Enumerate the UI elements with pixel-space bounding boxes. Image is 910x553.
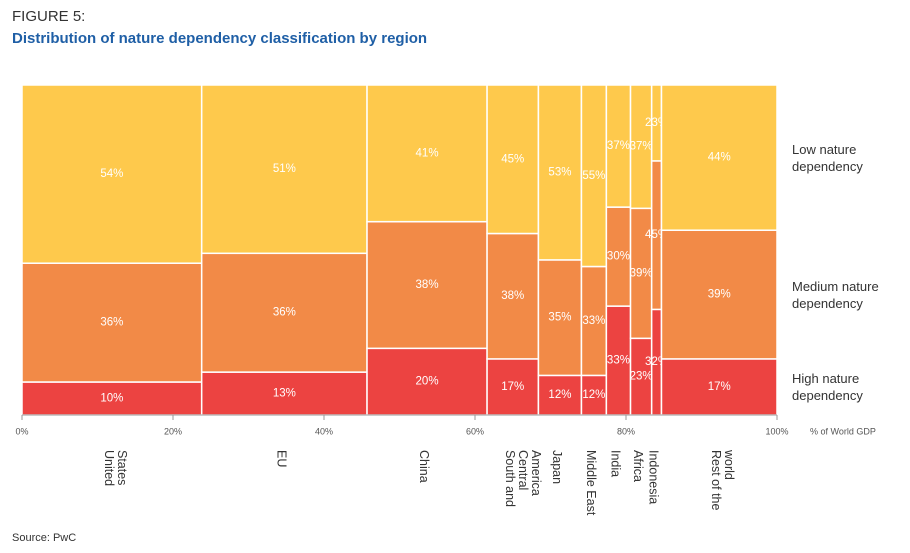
x-tick-label: 40%: [315, 426, 333, 436]
data-label: 33%: [607, 355, 630, 367]
x-category-label: India: [608, 450, 623, 478]
data-label: 37%: [607, 140, 630, 152]
legend-entry: High nature dependency: [792, 370, 863, 403]
data-label: 17%: [501, 381, 524, 393]
x-category-label: EU: [274, 450, 289, 468]
data-label: 30%: [607, 251, 630, 263]
x-tick-label: 100%: [765, 426, 788, 436]
data-label: 45%: [501, 153, 524, 165]
segment: [366, 220, 488, 350]
data-label: 17%: [708, 381, 731, 393]
segment: [366, 84, 488, 223]
data-label: 51%: [273, 163, 296, 175]
segment: [660, 84, 778, 231]
data-label: 44%: [708, 152, 731, 164]
segment: [605, 206, 632, 307]
data-label: 55%: [582, 170, 605, 182]
x-category-label: South and Central America: [502, 450, 543, 507]
segment: [605, 305, 632, 416]
data-label: 54%: [100, 168, 123, 180]
data-label: 33%: [582, 315, 605, 327]
data-label: 38%: [501, 290, 524, 302]
data-label: 36%: [273, 307, 296, 319]
x-tick-label: 80%: [617, 426, 635, 436]
data-label: 37%: [630, 141, 653, 153]
data-label: 39%: [630, 267, 653, 279]
data-label: 53%: [548, 166, 571, 178]
data-label: 41%: [416, 147, 439, 159]
legend-entry: Low nature dependency: [792, 141, 863, 174]
chart-title: FIGURE 5:: [12, 8, 85, 25]
segment: [486, 358, 540, 416]
segment: [660, 358, 778, 416]
data-label: 12%: [582, 389, 605, 401]
data-label: 23%: [630, 371, 653, 383]
segment: [21, 381, 203, 416]
data-label: 12%: [548, 389, 571, 401]
chart-subtitle: Distribution of nature dependency classi…: [12, 30, 427, 47]
x-category-label: Middle East: [583, 450, 598, 516]
segment: [200, 84, 368, 255]
data-label: 13%: [273, 388, 296, 400]
data-label: 35%: [548, 312, 571, 324]
x-category-label: Rest of the world: [709, 450, 737, 511]
segment: [605, 84, 632, 208]
x-category-label: Africa: [631, 450, 646, 482]
data-label: 36%: [100, 317, 123, 329]
data-label: 38%: [416, 279, 439, 291]
x-axis-label: % of World GDP: [810, 426, 876, 436]
segment: [660, 229, 778, 360]
x-category-label: China: [417, 450, 432, 483]
data-label: 39%: [708, 289, 731, 301]
x-category-label: United States: [101, 450, 129, 487]
segment: [21, 84, 203, 264]
segment: [580, 265, 608, 377]
segment: [486, 84, 540, 235]
data-label: 10%: [100, 393, 123, 405]
source: Source: PwC: [12, 532, 76, 544]
x-category-label: Indonesia: [646, 450, 661, 505]
x-tick-label: 0%: [15, 426, 28, 436]
x-tick-label: 20%: [164, 426, 182, 436]
segment: [200, 252, 368, 373]
legend-entry: Medium nature dependency: [792, 278, 879, 311]
x-tick-label: 60%: [466, 426, 484, 436]
segment: [21, 262, 203, 383]
x-category-label: Japan: [549, 450, 564, 485]
data-label: 20%: [416, 376, 439, 388]
